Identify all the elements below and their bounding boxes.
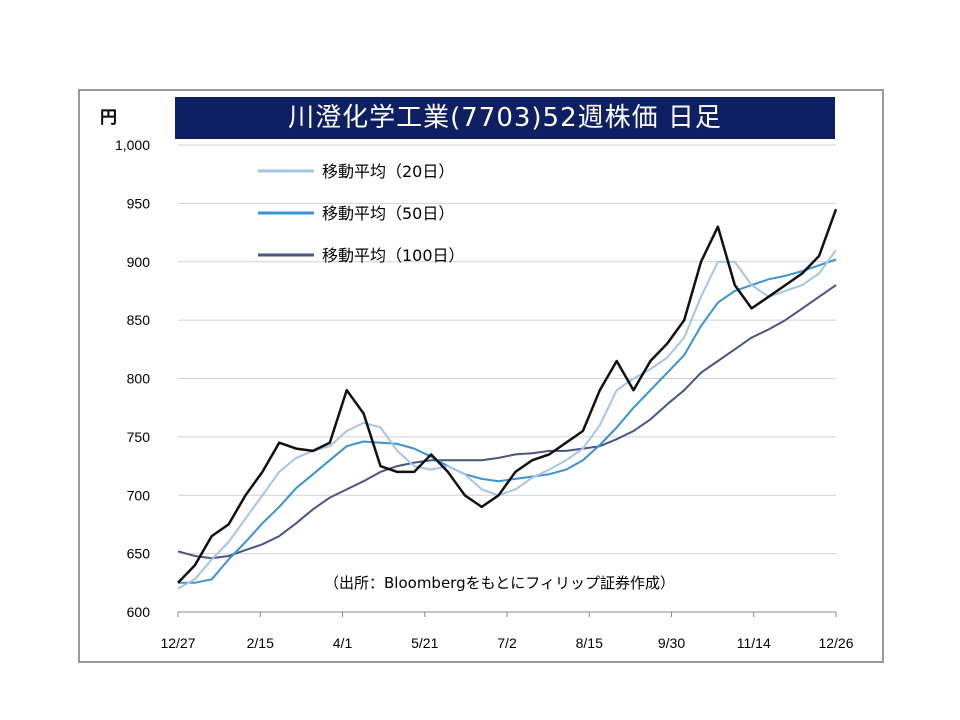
series-lines — [177, 208, 838, 590]
y-tick-label: 950 — [127, 195, 151, 211]
y-tick-label: 850 — [127, 312, 151, 328]
x-axis: 12/27 2/15 4/1 5/21 7/2 8/15 9/30 11/14 12/26 — [160, 612, 854, 651]
x-tick-label: 7/2 — [497, 635, 517, 651]
legend-label: 移動平均（50日） — [322, 204, 454, 223]
legend-label: 移動平均（20日） — [322, 162, 454, 181]
x-tick-label: 12/27 — [160, 635, 195, 651]
x-tick-label: 5/21 — [411, 635, 438, 651]
x-tick-label: 2/15 — [247, 635, 274, 651]
moving-average-line — [177, 284, 837, 560]
chart-frame — [78, 89, 884, 663]
y-axis: 600 650 700 750 800 850 900 950 1,000 — [115, 137, 150, 620]
y-unit-label: 円 — [100, 108, 117, 128]
source-note: （出所：Bloombergをもとにフィリップ証券作成） — [324, 574, 675, 592]
price-line — [177, 208, 838, 584]
y-tick-label: 800 — [127, 371, 151, 387]
moving-average-line — [178, 258, 837, 584]
y-tick-label: 600 — [127, 604, 151, 620]
x-tick-label: 8/15 — [576, 635, 603, 651]
y-tick-label: 1,000 — [115, 137, 150, 153]
moving-average-line — [177, 249, 837, 590]
x-tick-label: 12/26 — [818, 635, 853, 651]
grid — [178, 144, 836, 613]
legend-label: 移動平均（100日） — [322, 246, 465, 265]
y-tick-label: 650 — [127, 546, 151, 562]
y-tick-label: 900 — [127, 254, 151, 270]
legend: 移動平均（20日） 移動平均（50日） 移動平均（100日） — [258, 162, 465, 265]
chart-title: 川澄化学工業(7703)52週株価 日足 — [175, 97, 835, 139]
x-tick-label: 9/30 — [658, 635, 685, 651]
y-tick-label: 700 — [127, 487, 151, 503]
y-tick-label: 750 — [127, 429, 151, 445]
x-tick-label: 4/1 — [333, 635, 353, 651]
x-tick-label: 11/14 — [737, 635, 771, 651]
